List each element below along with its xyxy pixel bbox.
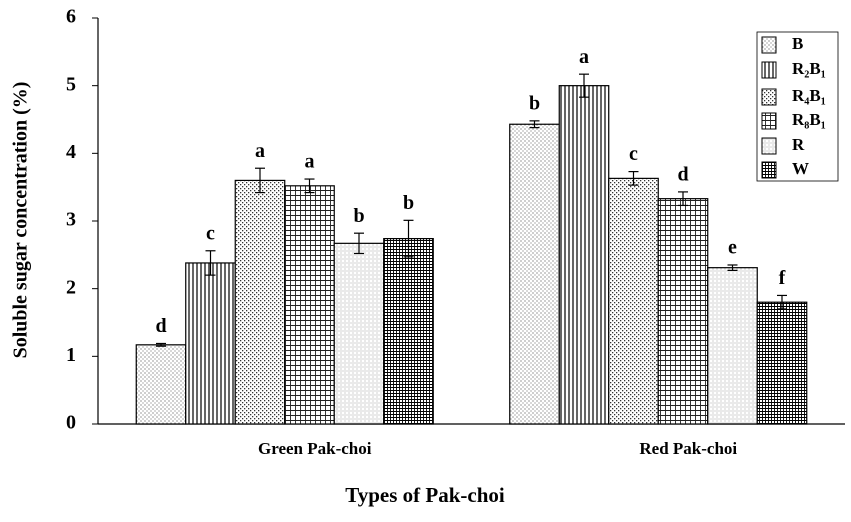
legend-label: B [792,34,803,53]
legend-box [756,31,839,182]
error-bar [403,219,414,258]
error-bar [777,294,787,310]
error-bar [156,342,166,347]
legend-swatch [761,61,777,79]
significance-letter: b [403,192,414,214]
significance-letter: b [529,92,540,114]
significance-letter: b [353,205,364,227]
error-bar [579,73,589,98]
bar [185,262,236,425]
y-axis-title: Soluble sugar concentration (%) [10,82,32,359]
significance-letter: d [155,315,166,337]
bar [135,344,187,425]
error-bar [205,250,216,276]
legend-label: R₄B₁ [792,86,826,105]
bar [608,177,659,425]
y-tick-label: 2 [66,276,76,298]
bar [383,237,434,425]
significance-letter: a [255,140,265,162]
legend-label: W [792,159,809,178]
x-tick-label: Red Pak-choi [639,439,737,458]
legend-label: R [792,135,805,154]
error-bar [255,167,265,194]
significance-letter: f [779,267,786,289]
bar [509,123,560,425]
error-bar [529,120,540,129]
legend-label: R₈B₁ [792,110,826,129]
legend-swatch [761,161,777,179]
significance-letter: c [206,222,215,244]
legend-label: R₂B₁ [792,59,826,78]
y-tick-label: 5 [66,73,76,95]
y-tick-label: 3 [66,209,76,231]
error-bar [678,191,688,207]
error-bar [727,264,738,271]
bar [234,179,286,425]
legend-swatch [761,137,777,155]
bar [707,267,758,425]
legend-swatch [761,36,777,54]
error-bar [354,232,364,255]
x-tick-label: Green Pak-choi [258,439,372,458]
bar [333,242,385,425]
x-axis-title: Types of Pak-choi [345,483,505,507]
legend-swatch [761,88,777,106]
significance-letter: a [305,151,315,173]
bar [558,85,610,425]
error-bar [304,178,315,194]
y-tick-label: 4 [66,141,76,163]
significance-letter: d [677,163,688,185]
bar [657,198,709,425]
significance-letter: a [579,46,589,68]
y-tick-label: 1 [66,344,76,366]
bar [284,185,335,425]
bar [756,301,808,425]
significance-letter: e [728,237,737,259]
y-tick-label: 0 [66,412,76,434]
legend-swatch [761,112,777,130]
y-tick-label: 6 [66,6,76,28]
significance-letter: c [629,143,638,165]
error-bar [628,171,639,186]
